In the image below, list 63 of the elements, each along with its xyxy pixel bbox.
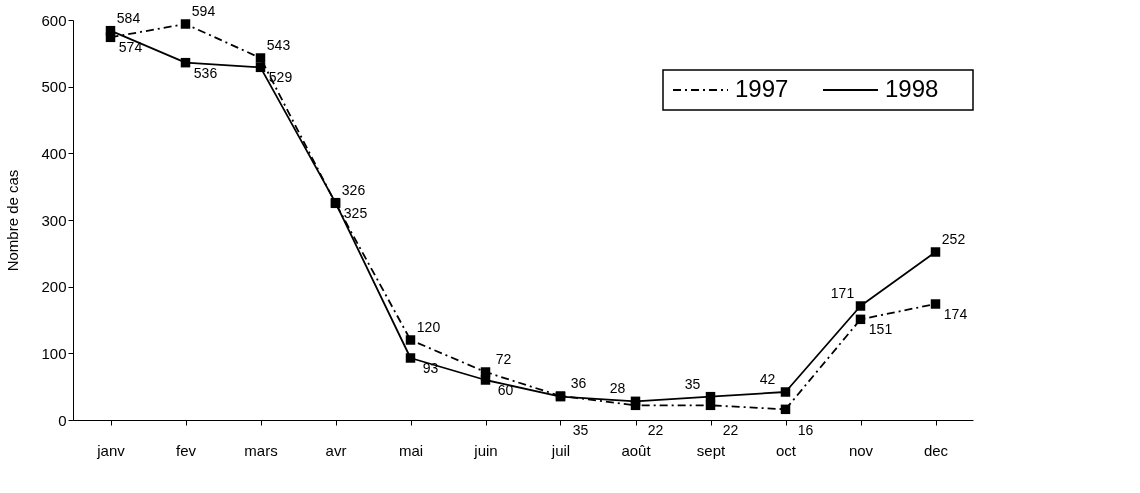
data-label: 529 — [268, 69, 293, 86]
data-label: 543 — [266, 37, 291, 53]
x-tick-label: dec — [923, 441, 949, 459]
x-tick-label: nov — [848, 441, 874, 459]
data-label: 574 — [118, 39, 143, 56]
x-tick-label: sept — [696, 441, 726, 459]
y-tick-label: 100 — [41, 344, 67, 362]
data-label: 325 — [343, 205, 368, 222]
point — [255, 62, 266, 73]
x-tick-label: juil — [550, 441, 571, 459]
x-tick-label: avr — [325, 441, 347, 459]
x-tick-label: oct — [775, 441, 797, 459]
y-axis-title: Nombre de cas — [4, 169, 22, 272]
data-label: 35 — [684, 375, 701, 392]
data-label: 326 — [341, 181, 366, 198]
data-label: 60 — [497, 382, 514, 398]
data-label: 72 — [495, 351, 512, 367]
x-tick-label: fev — [175, 441, 197, 459]
data-label: 16 — [797, 422, 814, 438]
data-label: 42 — [759, 371, 776, 387]
y-tick-label: 500 — [41, 78, 67, 96]
data-label: 252 — [941, 231, 966, 247]
x-tick-label: juin — [473, 441, 498, 459]
legend-label: 1998 — [885, 75, 939, 102]
data-label: 151 — [868, 321, 893, 338]
data-label: 536 — [193, 64, 218, 81]
data-label: 22 — [647, 422, 664, 438]
x-tick-label: mai — [398, 441, 424, 459]
data-label: 93 — [422, 360, 439, 376]
point — [780, 387, 791, 397]
data-label: 35 — [572, 422, 589, 438]
point — [855, 314, 866, 325]
y-tick-label: 0 — [58, 411, 67, 429]
y-tick-label: 300 — [41, 211, 67, 229]
point — [405, 353, 416, 363]
data-label: 22 — [722, 422, 739, 438]
legend-label: 1997 — [735, 75, 789, 102]
data-label: 28 — [609, 380, 626, 397]
data-label: 120 — [416, 319, 441, 335]
data-label: 36 — [570, 375, 587, 391]
x-tick-label: août — [621, 441, 652, 459]
x-tick-label: janv — [96, 441, 126, 459]
data-label: 171 — [830, 285, 855, 301]
point — [855, 301, 866, 311]
point — [105, 25, 116, 36]
x-tick-label: mars — [244, 441, 278, 459]
point — [630, 396, 641, 407]
point — [780, 404, 791, 415]
data-label: 174 — [943, 306, 968, 322]
point — [705, 400, 716, 411]
point — [180, 19, 191, 29]
point — [930, 247, 941, 257]
point — [180, 57, 191, 68]
y-tick-label: 200 — [41, 278, 67, 296]
point — [930, 299, 941, 309]
data-label: 594 — [191, 3, 216, 19]
data-label: 584 — [116, 9, 141, 26]
point — [255, 53, 266, 63]
point — [480, 375, 491, 385]
y-tick-label: 600 — [41, 11, 67, 29]
y-tick-label: 400 — [41, 144, 67, 162]
point — [405, 335, 416, 345]
point — [705, 391, 716, 402]
